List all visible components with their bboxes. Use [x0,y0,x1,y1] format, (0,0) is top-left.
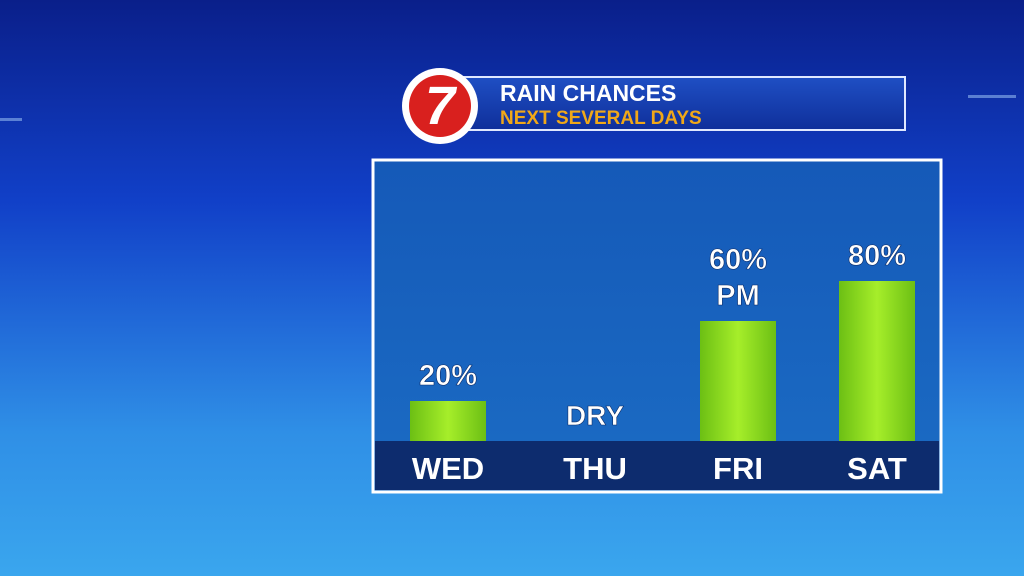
chart-title: RAIN CHANCES [500,80,676,106]
bar [700,321,776,441]
chart-subtitle: NEXT SEVERAL DAYS [500,108,702,129]
value-note: PM [716,280,760,312]
x-tick-label: FRI [713,451,763,486]
decor [968,95,1016,98]
value-label: DRY [566,400,624,431]
category-strip [375,441,939,490]
value-label: 20% [419,360,477,392]
value-label: 60% [709,244,767,276]
x-tick-label: WED [412,451,484,486]
decor [0,118,22,121]
logo: 7 [425,76,458,136]
value-label: 80% [848,240,906,272]
bar [839,281,915,441]
title-banner [439,76,906,131]
bar [410,401,486,441]
x-tick-label: SAT [847,451,907,486]
logo-disc [409,75,471,137]
x-tick-label: THU [563,451,627,486]
